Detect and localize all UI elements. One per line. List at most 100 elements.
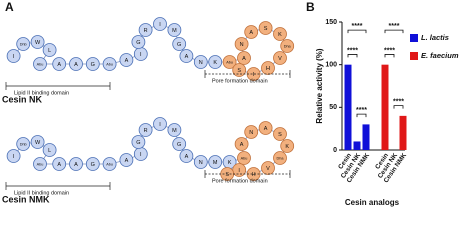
residue-label: Abu [37,163,44,167]
x-axis-label: Cesin analogs [345,198,400,207]
residue [258,121,273,135]
residue [119,153,134,167]
residue-label: I [159,22,161,28]
residue [244,25,259,39]
residue [69,157,83,171]
residue [33,57,47,71]
residue-label: S [237,68,241,74]
residue-label: N [199,60,203,66]
residue-label: G [91,62,95,68]
residue [6,149,21,163]
residue-label: G [136,40,140,46]
y-tick-label: 100 [325,62,337,69]
residue [222,55,237,69]
legend-swatch [410,34,418,42]
residue [33,157,47,171]
residue-label: A [249,30,253,36]
residue [172,137,187,151]
significance-bracket [384,29,404,34]
construct-name: Cesin NK [2,94,43,104]
residue-label: A [74,162,78,168]
residue-label: W [35,140,41,146]
domain-label: Pore formation domain [212,78,268,84]
residue-label: R [144,128,148,134]
residue-label: I [13,154,15,160]
significance-bracket [393,105,404,109]
residue-label: S [225,172,229,178]
residue-label: I [140,52,142,58]
y-tick-label: 150 [325,19,337,26]
significance-label: **** [384,47,395,54]
residue [167,123,182,137]
residue [42,143,57,157]
residue-label: Dha [277,157,285,161]
residue [232,63,247,77]
residue [85,57,100,71]
residue-label: Abu [37,63,44,67]
residue-label: N [249,130,253,136]
residue [237,151,251,165]
residue-label: M [213,160,218,166]
significance-bracket [384,54,395,58]
residue [273,127,287,141]
residue-label: Abu [226,61,233,65]
residue-label: L [48,48,51,54]
residue [261,161,275,175]
residue-label: Dhb [20,43,27,47]
residue-label: A [240,142,244,148]
residue-label: K [278,32,282,38]
residue [52,157,67,171]
residue [167,23,182,37]
residue-label: A [125,58,129,64]
residue [234,137,249,151]
domain-label: Lipid II binding domain [14,190,69,196]
residue [85,157,100,171]
residue-label: N [240,42,244,48]
residue [273,51,287,65]
residue [153,17,167,31]
residue [237,51,251,65]
residue [280,39,295,53]
residue [30,135,45,149]
residue [208,55,223,69]
residue [153,117,167,131]
residue-label: Dhb [20,143,27,147]
residue [179,49,194,63]
residue [244,125,259,139]
residue [52,57,67,71]
residue [138,123,153,137]
bar [353,141,361,150]
legend-label: L. lactis [421,33,449,42]
panel-label: A [5,0,14,14]
residue [30,35,45,49]
residue-label: A [242,56,246,62]
bar [344,64,352,150]
residue-label: H [266,66,270,72]
residue [273,27,287,41]
significance-bracket [347,54,358,58]
residue-label: Abu [106,63,113,67]
residue-label: I [238,168,240,174]
y-tick-label: 0 [333,147,337,154]
significance-label: **** [347,47,358,54]
residue-label: A [264,126,268,132]
residue-label: I [253,72,255,78]
residue [16,137,31,151]
residue-label: I [13,54,15,60]
significance-bracket [356,113,367,118]
residue-label: A [185,54,189,60]
residue-label: R [144,28,148,34]
legend-swatch [410,52,418,60]
residue-label: A [125,158,129,164]
residue-label: G [177,142,181,148]
residue [42,43,57,57]
significance-bracket [347,29,367,34]
residue-label: A [57,62,61,68]
residue-label: W [35,40,41,46]
residue [208,155,223,169]
residue [234,37,249,51]
residue-label: Abu [241,157,248,161]
residue-label: S [264,26,268,32]
residue-label: M [172,28,177,34]
residue-label: G [177,42,181,48]
